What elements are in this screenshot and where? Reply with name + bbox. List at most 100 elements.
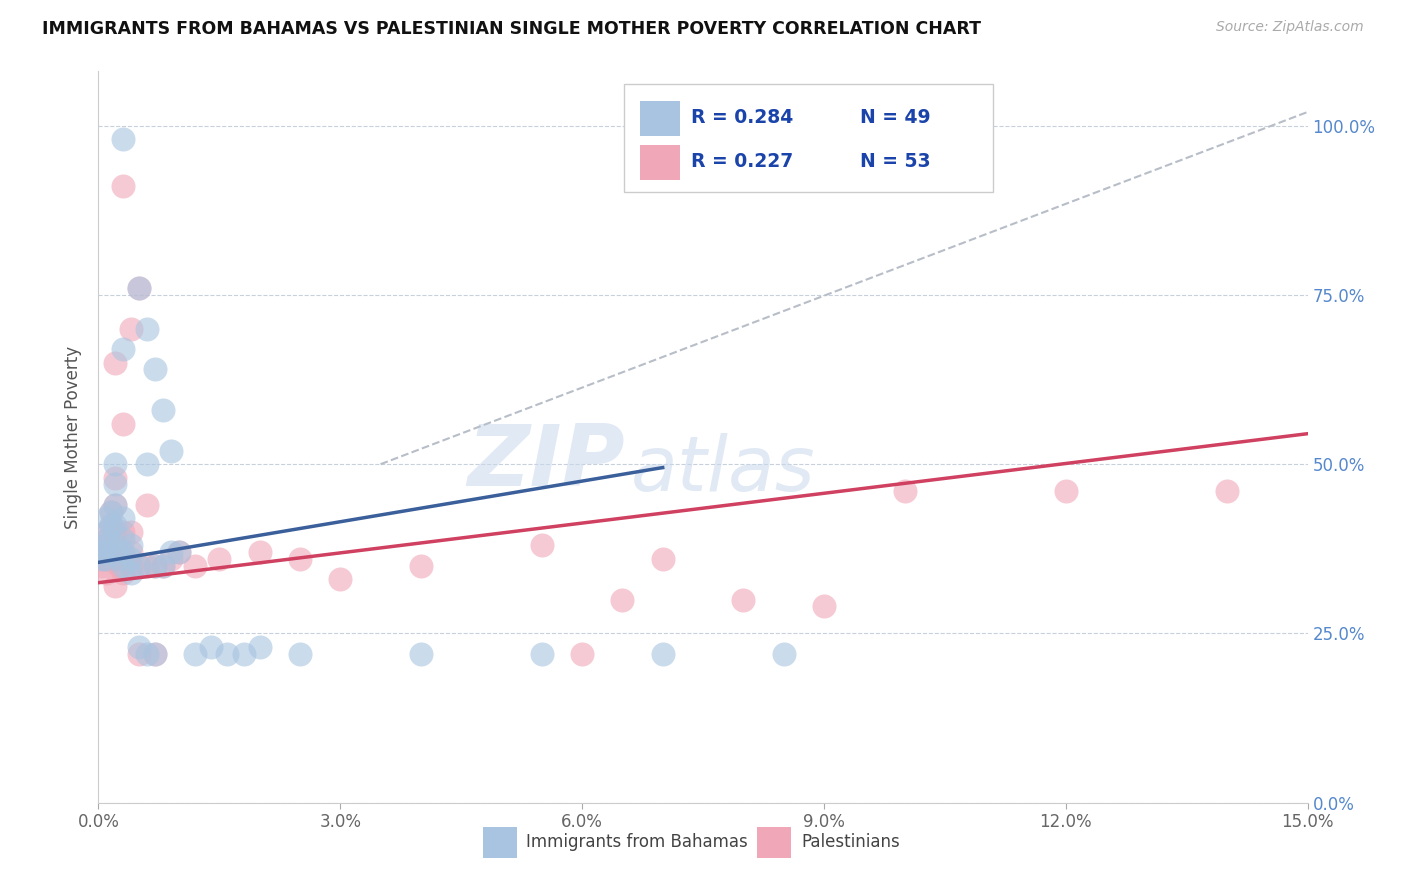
FancyBboxPatch shape xyxy=(624,84,993,192)
FancyBboxPatch shape xyxy=(640,145,681,179)
Point xyxy=(152,403,174,417)
Point xyxy=(91,552,114,566)
Point xyxy=(111,552,134,566)
Point xyxy=(120,552,142,566)
Point xyxy=(96,538,118,552)
Point xyxy=(96,524,118,539)
Text: N = 49: N = 49 xyxy=(860,108,931,127)
Point xyxy=(103,524,125,539)
Point xyxy=(135,322,157,336)
Point xyxy=(111,524,134,539)
Point xyxy=(612,592,634,607)
Point xyxy=(160,545,183,559)
Point xyxy=(111,132,134,146)
Point xyxy=(103,477,125,491)
Point xyxy=(103,471,125,485)
Point xyxy=(96,552,118,566)
Point xyxy=(288,552,311,566)
Point xyxy=(103,552,125,566)
Y-axis label: Single Mother Poverty: Single Mother Poverty xyxy=(65,345,83,529)
Point xyxy=(135,498,157,512)
Point xyxy=(93,545,115,559)
Point xyxy=(249,545,271,559)
Point xyxy=(111,558,134,573)
Text: IMMIGRANTS FROM BAHAMAS VS PALESTINIAN SINGLE MOTHER POVERTY CORRELATION CHART: IMMIGRANTS FROM BAHAMAS VS PALESTINIAN S… xyxy=(42,20,981,37)
Point xyxy=(94,545,117,559)
Point xyxy=(409,647,432,661)
Point xyxy=(103,518,125,533)
Point xyxy=(288,647,311,661)
Point xyxy=(530,647,553,661)
Point xyxy=(143,558,166,573)
Point xyxy=(208,552,231,566)
Point xyxy=(103,579,125,593)
Point xyxy=(111,545,134,559)
Point xyxy=(111,511,134,525)
Point xyxy=(93,545,115,559)
Point xyxy=(651,647,673,661)
Point xyxy=(128,281,150,295)
Text: Source: ZipAtlas.com: Source: ZipAtlas.com xyxy=(1216,20,1364,34)
Point xyxy=(249,640,271,654)
Text: Immigrants from Bahamas: Immigrants from Bahamas xyxy=(526,833,748,851)
Point xyxy=(103,538,125,552)
Point xyxy=(232,647,254,661)
Point xyxy=(120,322,142,336)
Point xyxy=(160,443,183,458)
Point xyxy=(97,532,120,546)
Point xyxy=(160,552,183,566)
FancyBboxPatch shape xyxy=(482,827,517,858)
Point xyxy=(143,647,166,661)
Point xyxy=(100,518,122,533)
Point xyxy=(96,538,118,552)
Point xyxy=(167,545,190,559)
Point xyxy=(97,532,120,546)
Point xyxy=(143,362,166,376)
Point xyxy=(143,558,166,573)
Point xyxy=(107,558,129,573)
Text: N = 53: N = 53 xyxy=(860,152,931,171)
Point xyxy=(152,558,174,573)
Point xyxy=(1216,484,1239,499)
Text: Palestinians: Palestinians xyxy=(801,833,900,851)
Point xyxy=(111,532,134,546)
Point xyxy=(111,566,134,580)
FancyBboxPatch shape xyxy=(758,827,792,858)
Point xyxy=(96,511,118,525)
Point xyxy=(120,538,142,552)
Point xyxy=(120,558,142,573)
Point xyxy=(893,484,915,499)
Point xyxy=(120,566,142,580)
Point xyxy=(143,647,166,661)
Point xyxy=(128,558,150,573)
Point xyxy=(91,552,114,566)
Point xyxy=(128,647,150,661)
Point xyxy=(96,524,118,539)
Point xyxy=(100,505,122,519)
Point xyxy=(103,498,125,512)
FancyBboxPatch shape xyxy=(640,101,681,136)
Point xyxy=(530,538,553,552)
Point xyxy=(100,505,122,519)
Point xyxy=(96,552,118,566)
Point xyxy=(103,355,125,369)
Point xyxy=(91,558,114,573)
Point xyxy=(96,566,118,580)
Point xyxy=(571,647,593,661)
Point xyxy=(217,647,239,661)
Text: R = 0.227: R = 0.227 xyxy=(690,152,793,171)
Point xyxy=(120,545,142,559)
Text: ZIP: ZIP xyxy=(467,421,624,504)
Point xyxy=(107,552,129,566)
Point xyxy=(100,518,122,533)
Point xyxy=(111,179,134,194)
Point xyxy=(651,552,673,566)
Point xyxy=(733,592,755,607)
Point xyxy=(128,558,150,573)
Point xyxy=(135,558,157,573)
Point xyxy=(152,558,174,573)
Point xyxy=(120,524,142,539)
Point xyxy=(111,545,134,559)
Point xyxy=(1054,484,1077,499)
Point xyxy=(111,342,134,356)
